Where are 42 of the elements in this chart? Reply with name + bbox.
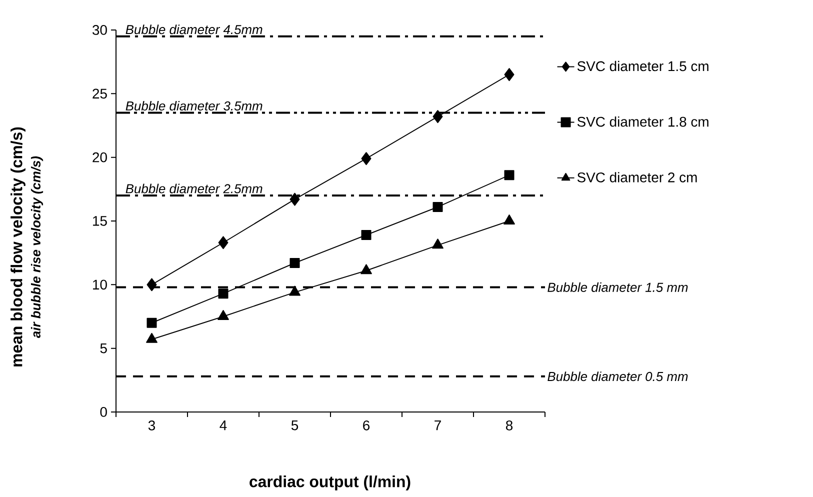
y-axis-title: mean blood flow velocity (cm/s) bbox=[10, 127, 26, 366]
ref-line-label: Bubble diameter 0.5 mm bbox=[548, 372, 688, 382]
point bbox=[360, 264, 372, 274]
legend-label: SVC diameter 2 cm bbox=[577, 172, 697, 182]
y-tick-label: 25 bbox=[92, 88, 107, 99]
point bbox=[504, 68, 514, 82]
point bbox=[504, 214, 515, 224]
ref-line-label: Bubble diameter 1.5 mm bbox=[548, 282, 688, 292]
point bbox=[218, 236, 228, 250]
ref-line-label: Bubble diameter 2.5mm bbox=[126, 184, 262, 194]
point bbox=[146, 318, 157, 328]
y-tick-label: 20 bbox=[92, 152, 107, 162]
x-tick-label: 7 bbox=[434, 420, 441, 430]
x-tick-label: 4 bbox=[220, 420, 227, 430]
x-tick-label: 6 bbox=[363, 420, 370, 430]
text: air bubble rise velocity (cm/s) bbox=[30, 156, 44, 338]
point bbox=[218, 310, 229, 320]
x-tick-label: 8 bbox=[506, 420, 513, 430]
legend-label: SVC diameter 1.5 cm bbox=[577, 60, 708, 72]
point bbox=[290, 258, 300, 268]
point bbox=[432, 110, 443, 124]
legend-label: SVC diameter 1.8 cm bbox=[577, 116, 708, 127]
point bbox=[218, 288, 228, 299]
point bbox=[361, 152, 372, 166]
point bbox=[289, 286, 300, 296]
y-tick-label: 10 bbox=[93, 280, 107, 290]
x-tick-label: 3 bbox=[148, 420, 156, 430]
point bbox=[146, 332, 158, 343]
point bbox=[432, 238, 444, 249]
x-tick-label: 5 bbox=[291, 420, 298, 430]
y-tick-label: 5 bbox=[100, 343, 107, 354]
x-axis-title: cardiac output (l/min) bbox=[250, 476, 410, 490]
ref-line-label: Bubble diameter 4.5mm bbox=[126, 24, 262, 34]
point bbox=[432, 202, 443, 212]
y-tick-label: 15 bbox=[93, 216, 107, 226]
point bbox=[290, 192, 300, 206]
point bbox=[504, 170, 514, 180]
y-tick-label: 30 bbox=[92, 25, 107, 35]
y-tick-label: 0 bbox=[100, 407, 107, 417]
point bbox=[146, 278, 157, 292]
point bbox=[361, 230, 372, 240]
ref-line-label: Bubble diameter 3.5mm bbox=[126, 101, 262, 111]
